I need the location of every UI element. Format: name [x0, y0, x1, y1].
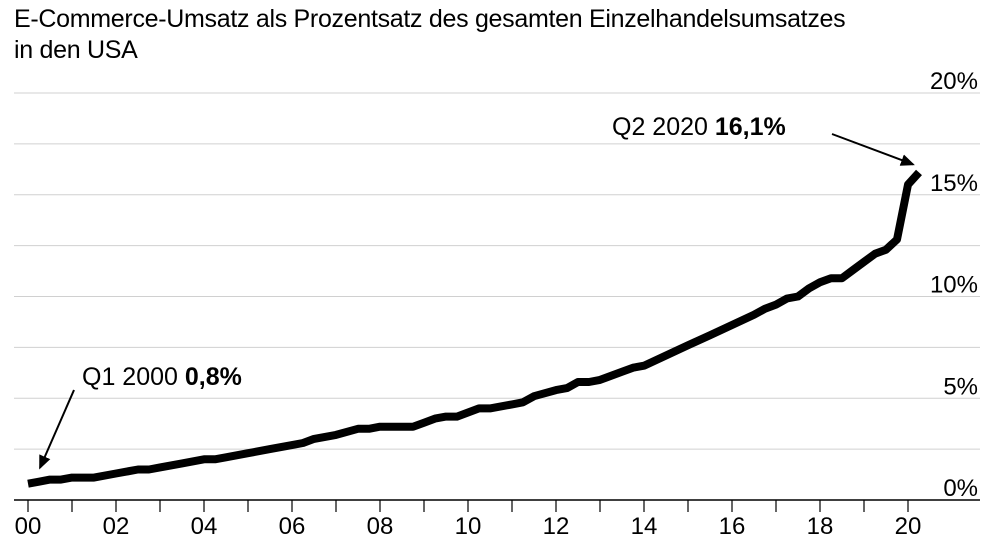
- series-line: [27, 169, 922, 488]
- annotation-arrow: [39, 389, 75, 470]
- annotation-label: Q2 2020 16,1%: [612, 113, 786, 141]
- chart-title-line-1: E-Commerce-Umsatz als Prozentsatz des ge…: [14, 5, 846, 33]
- x-tick-label: 02: [103, 513, 130, 540]
- x-tick-label: 06: [279, 513, 306, 540]
- annotation-value: 16,1%: [715, 113, 786, 141]
- x-tick-label: 00: [15, 513, 42, 540]
- x-tick-label: 10: [455, 513, 482, 540]
- x-axis-ticks: 00 02 04 06 08 10 12 14 16 18 20: [15, 500, 922, 540]
- x-tick-label: 20: [895, 513, 922, 540]
- annotation-value: 0,8%: [185, 363, 242, 391]
- series-lines: [27, 169, 922, 488]
- y-tick-label: 5%: [943, 373, 978, 400]
- y-tick-label: 15%: [930, 170, 978, 197]
- x-tick-label: 14: [631, 513, 658, 540]
- annotation-label: Q1 2000 0,8%: [82, 363, 242, 391]
- y-axis-tick-labels: 0% 5% 10% 15% 20%: [930, 68, 978, 502]
- annotation-text: Q2 2020: [612, 113, 715, 141]
- gridlines: [14, 92, 980, 501]
- y-tick-label: 10%: [930, 272, 978, 299]
- x-tick-label: 04: [191, 513, 218, 540]
- annotation-0: Q1 2000 0,8%: [39, 363, 242, 470]
- chart-title-line-2: in den USA: [14, 36, 138, 64]
- chart-title: E-Commerce-Umsatz als Prozentsatz des ge…: [14, 4, 846, 66]
- annotations: Q1 2000 0,8% Q2 2020 16,1%: [39, 113, 915, 470]
- y-tick-label: 0%: [943, 475, 978, 502]
- x-tick-label: 12: [543, 513, 570, 540]
- annotation-arrow: [831, 133, 915, 166]
- y-tick-label: 20%: [930, 68, 978, 95]
- annotation-1: Q2 2020 16,1%: [612, 113, 915, 166]
- x-tick-label: 16: [719, 513, 746, 540]
- x-tick-label: 18: [807, 513, 834, 540]
- annotation-text: Q1 2000: [82, 363, 185, 391]
- x-tick-label: 08: [367, 513, 394, 540]
